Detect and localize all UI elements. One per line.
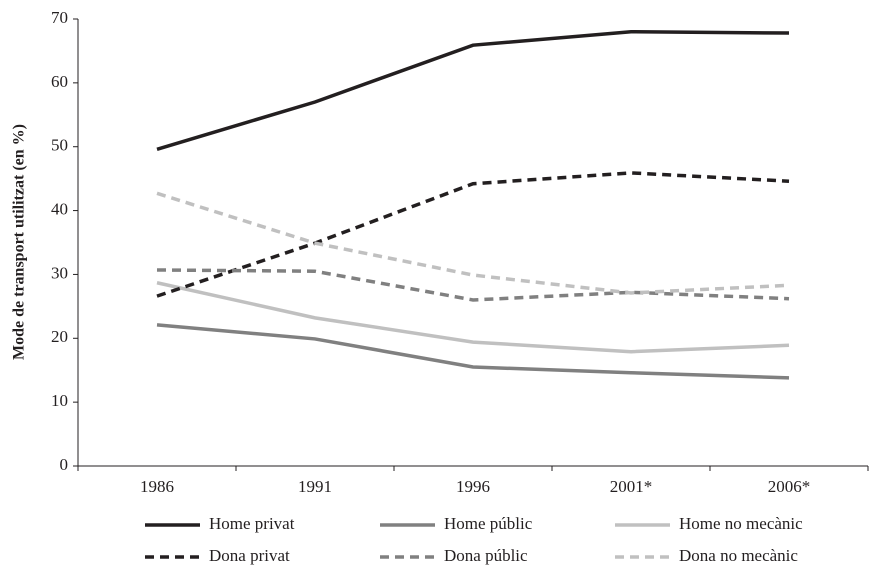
legend-label: Home privat xyxy=(209,514,295,533)
legend-label: Home públic xyxy=(444,514,533,533)
x-tick-label: 1991 xyxy=(298,477,332,496)
legend-label: Dona no mecànic xyxy=(679,546,798,565)
line-series xyxy=(156,281,790,354)
line-series xyxy=(156,191,790,295)
line-series xyxy=(156,323,790,380)
y-axis-label: Mode de transport utilitzat (en %) xyxy=(11,124,28,360)
y-tick-label: 20 xyxy=(51,327,68,346)
legend-label: Home no mecànic xyxy=(679,514,803,533)
legend-label: Dona públic xyxy=(444,546,528,565)
x-tick-label: 1996 xyxy=(456,477,490,496)
x-tick-label: 2006* xyxy=(768,477,811,496)
y-tick-label: 0 xyxy=(60,455,69,474)
y-tick-label: 10 xyxy=(51,391,68,410)
y-tick-label: 60 xyxy=(51,72,68,91)
x-tick-label: 1986 xyxy=(140,477,174,496)
y-tick-label: 70 xyxy=(51,8,68,27)
line-series xyxy=(156,268,790,302)
line-series xyxy=(156,171,790,298)
line-series xyxy=(156,30,790,151)
y-tick-label: 50 xyxy=(51,136,68,155)
x-tick-label: 2001* xyxy=(610,477,653,496)
y-tick-label: 30 xyxy=(51,263,68,282)
y-tick-label: 40 xyxy=(51,199,68,218)
legend-label: Dona privat xyxy=(209,546,290,565)
